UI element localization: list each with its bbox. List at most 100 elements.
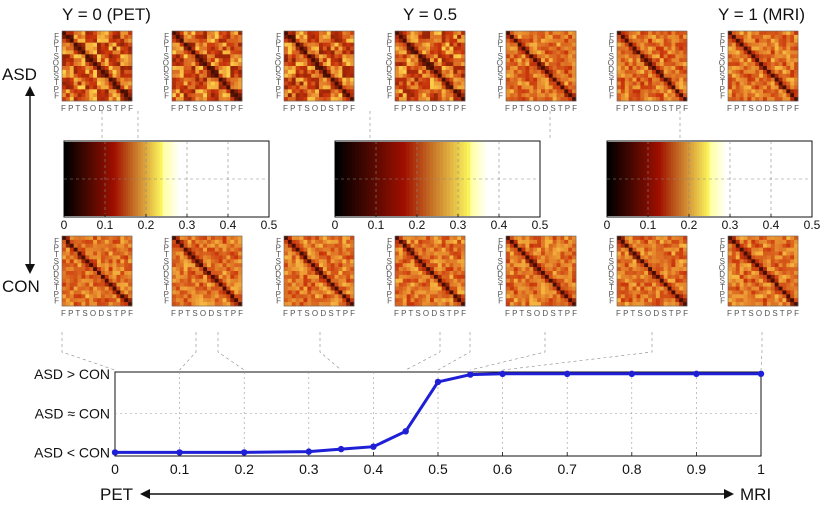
matrix-left-tick: F	[498, 237, 503, 246]
matrix-left-tick: D	[386, 270, 392, 279]
label-con: CON	[2, 277, 40, 296]
matrix-left-tick: F	[54, 296, 59, 305]
data-point	[499, 370, 506, 377]
matrix-left-tick: S	[609, 72, 614, 81]
matrix-left-tick: F	[720, 91, 725, 100]
matrix-bottom-ticks: F P T S O D S T P F	[394, 309, 466, 318]
matrix-left-tick: P	[498, 39, 503, 48]
matrix-left-tick: F	[164, 296, 169, 305]
data-point	[111, 449, 119, 456]
matrix-left-tick: F	[720, 32, 725, 41]
matrix-left-tick: P	[609, 290, 614, 299]
matrix-bottom-ticks: F P T S O D S T P F	[283, 104, 355, 113]
matrix-left-tick: T	[609, 250, 614, 259]
data-point	[370, 443, 377, 450]
matrix-left-tick: T	[164, 283, 169, 292]
header-mri: Y = 1 (MRI)	[718, 5, 805, 24]
histogram-tick: 0.5	[261, 218, 278, 232]
histogram-tick: 0.5	[532, 218, 549, 232]
matrix-left-tick: T	[387, 283, 392, 292]
histogram-tick: 0.1	[97, 218, 114, 232]
x-tick-label: 0.8	[622, 461, 642, 477]
matrix-left-tick: F	[609, 296, 614, 305]
data-point	[564, 370, 571, 377]
data-point	[402, 428, 409, 435]
matrix-left-tick: P	[609, 85, 614, 94]
matrix-bottom-ticks: F P T S O D S T P F	[61, 309, 133, 318]
histogram-tick: 0.3	[450, 218, 467, 232]
matrix-left-tick: P	[164, 39, 169, 48]
matrix-left-tick: F	[164, 91, 169, 100]
histogram-tick: 0.2	[138, 218, 155, 232]
matrix-left-tick: T	[276, 283, 281, 292]
matrix-left-tick: P	[609, 244, 614, 253]
matrix-left-tick: T	[609, 283, 614, 292]
matrix-left-tick: P	[276, 85, 281, 94]
data-point	[337, 445, 345, 453]
y-tick-label: ASD > CON	[34, 366, 110, 382]
matrix-left-tick: T	[276, 78, 281, 87]
matrix-left-tick: O	[53, 263, 59, 272]
matrix-left-tick: T	[387, 45, 392, 54]
matrix-left-tick: F	[276, 32, 281, 41]
x-tick-label: 0.6	[493, 461, 513, 477]
matrix-left-tick: P	[276, 39, 281, 48]
matrix-left-tick: O	[608, 263, 614, 272]
matrix-left-tick: T	[498, 78, 503, 87]
histogram-tick: 0.4	[763, 218, 780, 232]
x-tick-label: 0.7	[557, 461, 577, 477]
matrix-left-tick: T	[164, 250, 169, 259]
matrix-left-tick: P	[54, 290, 59, 299]
histogram-tick: 0.2	[681, 218, 698, 232]
matrix-left-tick: S	[720, 277, 725, 286]
matrix-left-tick: T	[609, 45, 614, 54]
matrix-left-tick: F	[498, 296, 503, 305]
x-tick-label: 0.2	[234, 461, 254, 477]
matrix-left-tick: T	[498, 45, 503, 54]
matrix-left-tick: S	[720, 52, 725, 61]
matrix-left-tick: P	[720, 290, 725, 299]
matrix-left-tick: P	[720, 85, 725, 94]
matrix-bottom-ticks: F P T S O D S T P F	[616, 104, 688, 113]
matrix-left-tick: S	[720, 257, 725, 266]
matrix-left-tick: T	[54, 250, 59, 259]
matrix-left-tick: O	[497, 58, 503, 67]
matrix-left-tick: O	[275, 58, 281, 67]
matrix-left-tick: T	[276, 45, 281, 54]
matrix-left-tick: F	[609, 32, 614, 41]
histogram-tick: 0	[332, 218, 339, 232]
matrix-left-tick: D	[497, 65, 503, 74]
header-mid: Y = 0.5	[403, 5, 457, 24]
label-mri: MRI	[740, 485, 771, 504]
matrix-left-tick: S	[387, 52, 392, 61]
matrix-left-tick: O	[497, 263, 503, 272]
matrix-left-tick: O	[163, 263, 169, 272]
matrix-left-tick: P	[164, 290, 169, 299]
arrow-down-head	[25, 264, 35, 274]
matrix-left-tick: S	[164, 277, 169, 286]
matrix-left-tick: F	[164, 237, 169, 246]
matrix-left-tick: D	[275, 65, 281, 74]
histogram-tick: 0	[61, 218, 68, 232]
matrix-left-tick: F	[609, 91, 614, 100]
matrix-left-tick: T	[498, 283, 503, 292]
matrix-left-tick: P	[720, 244, 725, 253]
matrix-left-tick: P	[164, 244, 169, 253]
matrix-left-tick: F	[387, 296, 392, 305]
matrix-left-tick: O	[719, 263, 725, 272]
matrix-left-tick: S	[498, 72, 503, 81]
x-tick-label: 0	[111, 461, 119, 477]
data-point	[434, 378, 442, 386]
data-point	[241, 449, 248, 456]
matrix-left-tick: P	[54, 244, 59, 253]
histogram-tick: 0	[604, 218, 611, 232]
chart-grid	[115, 372, 761, 456]
